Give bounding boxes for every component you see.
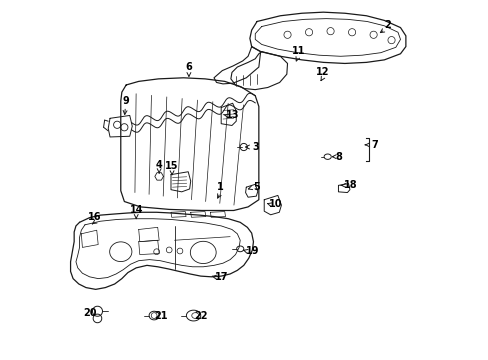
Text: 12: 12 [315, 67, 329, 77]
Text: 22: 22 [194, 311, 207, 320]
Text: 18: 18 [343, 180, 356, 190]
Text: 15: 15 [165, 161, 179, 171]
Text: 19: 19 [245, 246, 259, 256]
Text: 1: 1 [217, 182, 224, 192]
Text: 7: 7 [370, 140, 377, 150]
Text: 20: 20 [82, 309, 96, 318]
Text: 17: 17 [214, 272, 227, 282]
Text: 16: 16 [88, 212, 101, 221]
Text: 4: 4 [156, 160, 162, 170]
Text: 10: 10 [269, 199, 282, 210]
Text: 6: 6 [185, 62, 192, 72]
Text: 14: 14 [129, 205, 142, 215]
Text: 5: 5 [253, 182, 260, 192]
Text: 21: 21 [154, 311, 168, 320]
Text: 2: 2 [384, 20, 390, 30]
Text: 13: 13 [225, 111, 239, 121]
Text: 9: 9 [122, 96, 128, 106]
Text: 8: 8 [334, 152, 341, 162]
Text: 3: 3 [252, 142, 259, 152]
Text: 11: 11 [291, 46, 305, 56]
